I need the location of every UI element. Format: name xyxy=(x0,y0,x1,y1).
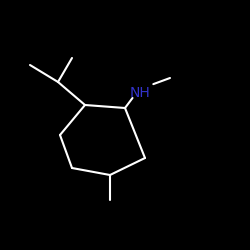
Text: NH: NH xyxy=(130,86,150,100)
